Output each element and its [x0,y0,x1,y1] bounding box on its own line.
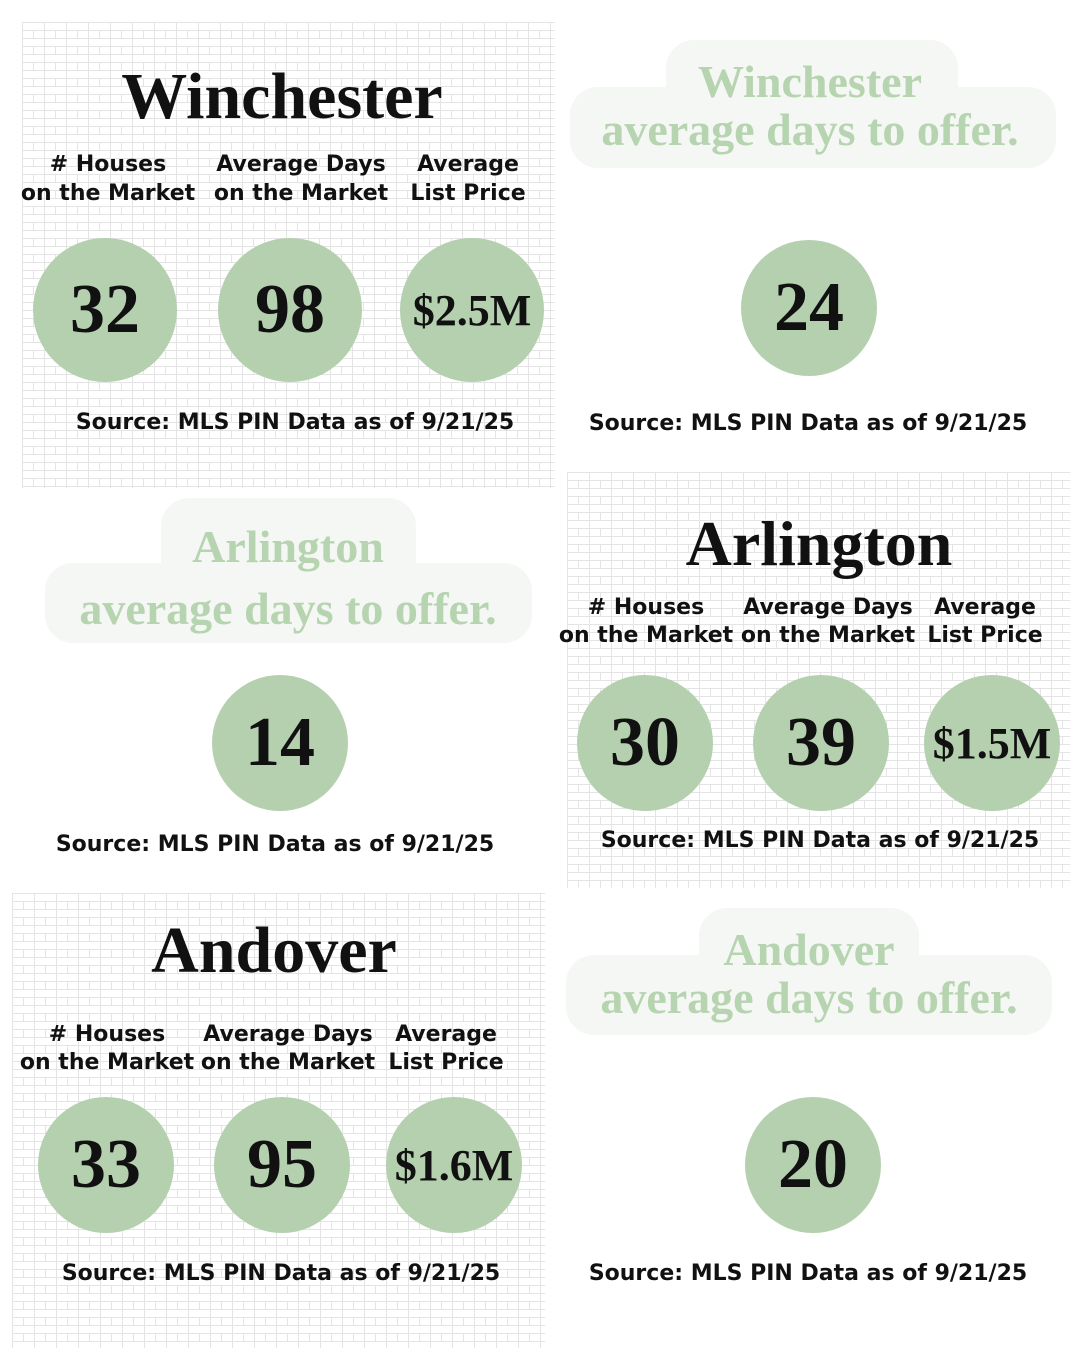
days-to-offer-value: 20 [745,1097,881,1233]
days-label: Average Days on the Market [200,1022,376,1075]
houses-value: 32 [33,238,177,382]
offer-heading: Andover average days to offer. [600,924,1018,1023]
source-note: Source: MLS PIN Data as of 9/21/25 [61,1261,501,1286]
houses-label: # Houses on the Market [20,152,196,206]
source-note: Source: MLS PIN Data as of 9/21/25 [588,411,1028,436]
price-value: $2.5M [400,238,544,382]
source-note: Source: MLS PIN Data as of 9/21/25 [55,832,495,857]
offer-heading: Winchester average days to offer. [601,56,1019,155]
days-value: 95 [214,1097,350,1233]
days-value: 39 [753,675,889,811]
houses-value: 33 [38,1097,174,1233]
price-label: Average List Price [388,1022,504,1075]
days-to-offer-value: 14 [212,675,348,811]
houses-label: # Houses on the Market [19,1022,195,1075]
price-label: Average List Price [927,595,1043,648]
price-label: Average List Price [410,152,526,206]
days-to-offer-value: 24 [741,240,877,376]
source-note: Source: MLS PIN Data as of 9/21/25 [75,410,515,435]
town-title: Winchester [121,60,443,133]
offer-banner-lower [566,955,1052,1035]
source-note: Source: MLS PIN Data as of 9/21/25 [588,1261,1028,1286]
offer-banner-lower [570,87,1056,168]
town-title: Arlington [685,508,953,579]
offer-banner-lower [45,563,532,643]
town-title: Andover [151,914,397,987]
days-label: Average Days on the Market [740,595,916,648]
days-value: 98 [218,238,362,382]
houses-label: # Houses on the Market [558,595,734,648]
offer-heading: Arlington average days to offer. [79,521,497,634]
source-note: Source: MLS PIN Data as of 9/21/25 [600,828,1040,853]
days-label: Average Days on the Market [213,152,389,206]
price-value: $1.5M [924,675,1060,811]
houses-value: 30 [577,675,713,811]
price-value: $1.6M [386,1097,522,1233]
